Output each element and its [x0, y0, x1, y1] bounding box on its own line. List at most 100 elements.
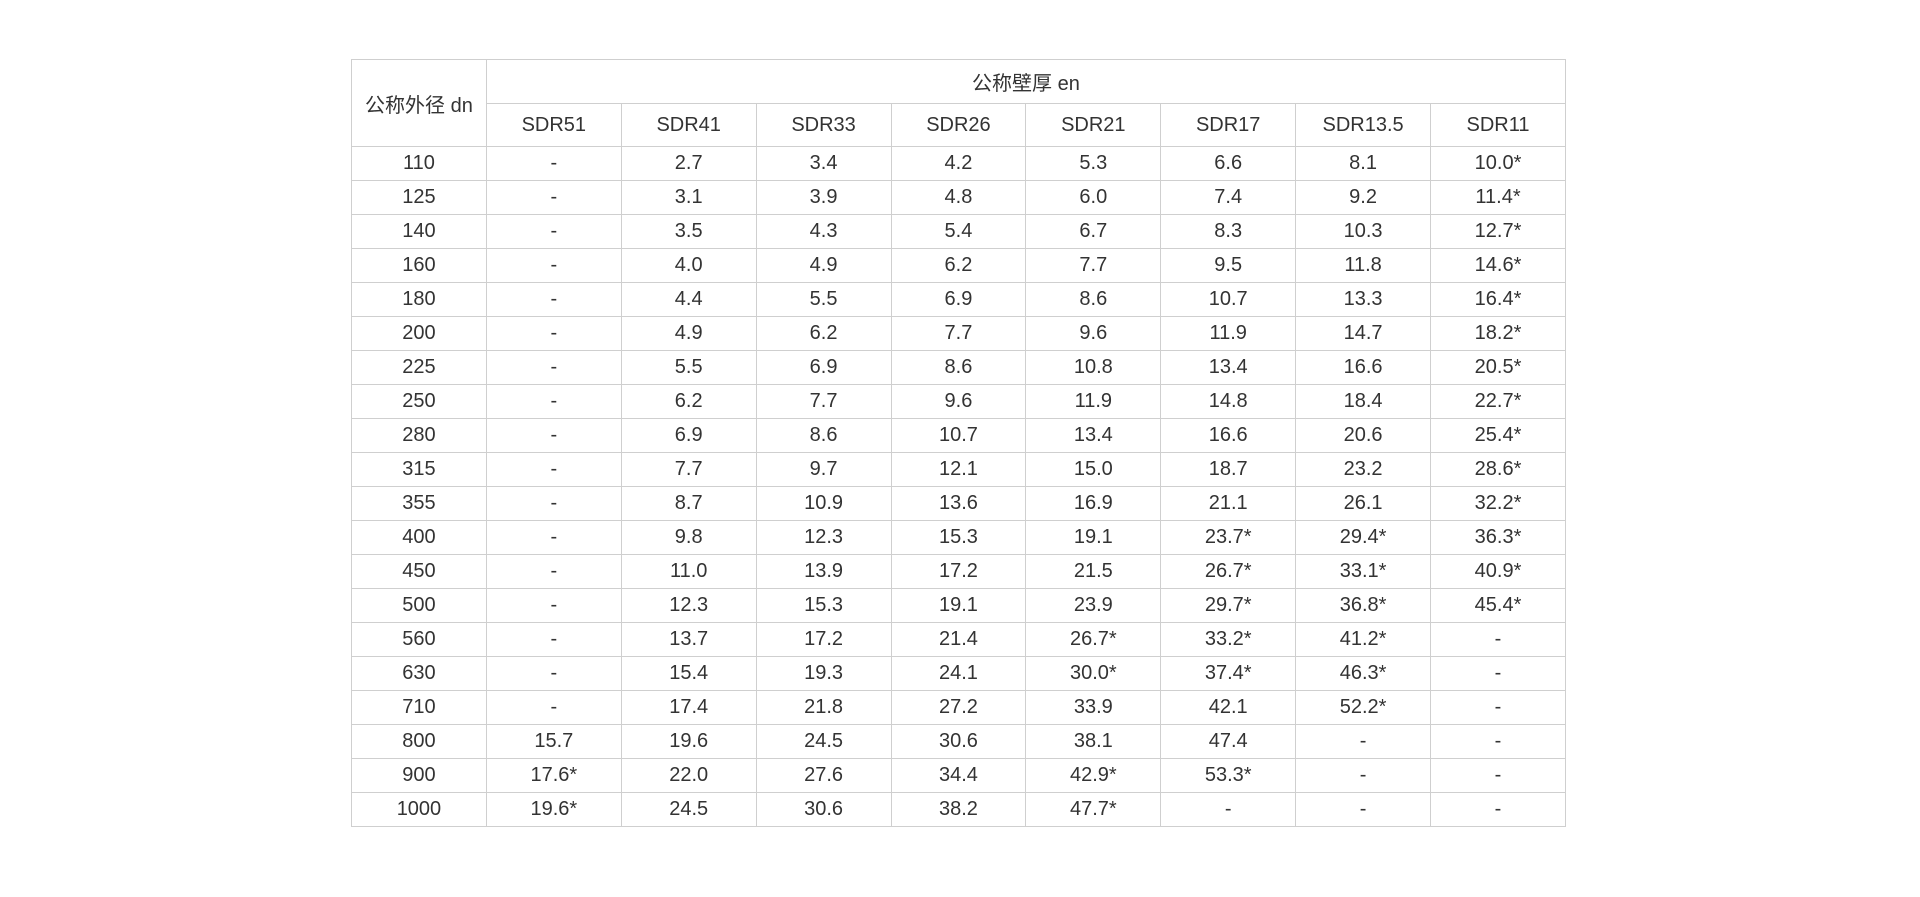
cell-thickness: 4.9: [755, 248, 892, 283]
cell-thickness: 40.9*: [1430, 554, 1566, 589]
cell-thickness: -: [485, 350, 622, 385]
cell-thickness: 32.2*: [1430, 486, 1566, 521]
cell-thickness: 3.9: [755, 180, 892, 215]
cell-thickness: 6.9: [755, 350, 892, 385]
cell-thickness: 8.7: [620, 486, 757, 521]
table-row: 630-15.4 19.3 24.1 30.0* 37.4* 46.3* -: [351, 656, 1566, 691]
cell-thickness: 12.1: [890, 452, 1027, 487]
cell-thickness: 25.4*: [1430, 418, 1566, 453]
cell-thickness: 42.1: [1160, 690, 1297, 725]
cell-thickness: 14.6*: [1430, 248, 1566, 283]
cell-thickness: -: [485, 180, 622, 215]
cell-thickness: 33.1*: [1295, 554, 1431, 589]
cell-thickness: 3.1: [620, 180, 757, 215]
cell-thickness: 26.7*: [1025, 622, 1162, 657]
cell-thickness: 11.9: [1025, 384, 1162, 419]
cell-thickness: 17.2: [890, 554, 1027, 589]
cell-thickness: 9.8: [620, 520, 757, 555]
pipe-wall-thickness-table: 公称外径 dn 公称壁厚 en SDR51 SDR41 SDR33 SDR26 SDR2…: [351, 59, 1567, 827]
cell-thickness: 5.5: [620, 350, 757, 385]
cell-thickness: 12.3: [755, 520, 892, 555]
table-row: 160-4.0 4.9 6.2 7.7 9.5 11.8 14.6*: [351, 248, 1566, 283]
cell-thickness: -: [1430, 792, 1566, 827]
cell-thickness: 9.6: [890, 384, 1027, 419]
header-sdr: SDR13.5: [1295, 103, 1431, 147]
cell-thickness: -: [485, 690, 622, 725]
table-row: 710-17.4 21.8 27.2 33.9 42.1 52.2* -: [351, 690, 1566, 725]
cell-thickness: 6.2: [755, 316, 892, 351]
cell-thickness: 3.4: [755, 146, 892, 181]
cell-thickness: 16.6: [1295, 350, 1431, 385]
cell-thickness: -: [1295, 758, 1431, 793]
cell-thickness: -: [485, 214, 622, 249]
cell-thickness: 12.3: [620, 588, 757, 623]
cell-thickness: 4.0: [620, 248, 757, 283]
cell-thickness: 47.7*: [1025, 792, 1162, 827]
cell-diameter: 180: [351, 282, 487, 317]
cell-thickness: 22.0: [620, 758, 757, 793]
header-sdr: SDR51: [485, 103, 622, 147]
header-sdr: SDR26: [890, 103, 1027, 147]
table-row: 125-3.1 3.9 4.8 6.0 7.4 9.2 11.4*: [351, 180, 1566, 215]
cell-thickness: 41.2*: [1295, 622, 1431, 657]
cell-thickness: 15.4: [620, 656, 757, 691]
cell-thickness: 8.1: [1295, 146, 1431, 181]
cell-thickness: 18.4: [1295, 384, 1431, 419]
cell-thickness: 4.9: [620, 316, 757, 351]
cell-diameter: 400: [351, 520, 487, 555]
cell-thickness: 30.6: [755, 792, 892, 827]
cell-thickness: 19.6*: [485, 792, 622, 827]
cell-thickness: 9.6: [1025, 316, 1162, 351]
cell-thickness: 26.1: [1295, 486, 1431, 521]
cell-thickness: 15.0: [1025, 452, 1162, 487]
table-row: 450-11.0 13.9 17.2 21.5 26.7* 33.1* 40.9*: [351, 554, 1566, 589]
cell-diameter: 280: [351, 418, 487, 453]
table-row: 560-13.7 17.2 21.4 26.7* 33.2* 41.2* -: [351, 622, 1566, 657]
cell-thickness: 5.5: [755, 282, 892, 317]
cell-thickness: -: [485, 554, 622, 589]
cell-thickness: -: [485, 588, 622, 623]
cell-thickness: 22.7*: [1430, 384, 1566, 419]
cell-thickness: 17.2: [755, 622, 892, 657]
cell-thickness: 10.7: [890, 418, 1027, 453]
cell-thickness: 28.6*: [1430, 452, 1566, 487]
cell-thickness: 7.7: [1025, 248, 1162, 283]
cell-thickness: 13.6: [890, 486, 1027, 521]
cell-diameter: 140: [351, 214, 487, 249]
cell-thickness: 13.4: [1025, 418, 1162, 453]
header-sdr: SDR17: [1160, 103, 1297, 147]
cell-thickness: 45.4*: [1430, 588, 1566, 623]
cell-diameter: 315: [351, 452, 487, 487]
cell-thickness: 10.9: [755, 486, 892, 521]
cell-thickness: -: [1295, 724, 1431, 759]
header-nominal-diameter: 公称外径 dn: [351, 59, 487, 147]
cell-thickness: 18.7: [1160, 452, 1297, 487]
cell-thickness: 27.6: [755, 758, 892, 793]
cell-diameter: 110: [351, 146, 487, 181]
table-row: 900 17.6* 22.0 27.6 34.4 42.9* 53.3* - -: [351, 758, 1566, 793]
cell-thickness: 37.4*: [1160, 656, 1297, 691]
cell-thickness: 17.4: [620, 690, 757, 725]
cell-thickness: 15.3: [755, 588, 892, 623]
cell-thickness: 5.4: [890, 214, 1027, 249]
cell-thickness: 4.3: [755, 214, 892, 249]
cell-thickness: 16.9: [1025, 486, 1162, 521]
cell-thickness: 6.9: [890, 282, 1027, 317]
table-row: 280-6.9 8.6 10.7 13.4 16.6 20.6 25.4*: [351, 418, 1566, 453]
cell-thickness: 34.4: [890, 758, 1027, 793]
cell-diameter: 630: [351, 656, 487, 691]
cell-thickness: -: [485, 520, 622, 555]
cell-thickness: 24.5: [620, 792, 757, 827]
cell-thickness: 2.7: [620, 146, 757, 181]
cell-thickness: 47.4: [1160, 724, 1297, 759]
cell-thickness: 33.2*: [1160, 622, 1297, 657]
cell-diameter: 125: [351, 180, 487, 215]
cell-thickness: 23.9: [1025, 588, 1162, 623]
cell-diameter: 450: [351, 554, 487, 589]
cell-thickness: 21.8: [755, 690, 892, 725]
cell-thickness: -: [485, 248, 622, 283]
cell-thickness: 7.7: [890, 316, 1027, 351]
cell-thickness: 7.4: [1160, 180, 1297, 215]
cell-thickness: 38.1: [1025, 724, 1162, 759]
cell-thickness: 4.2: [890, 146, 1027, 181]
